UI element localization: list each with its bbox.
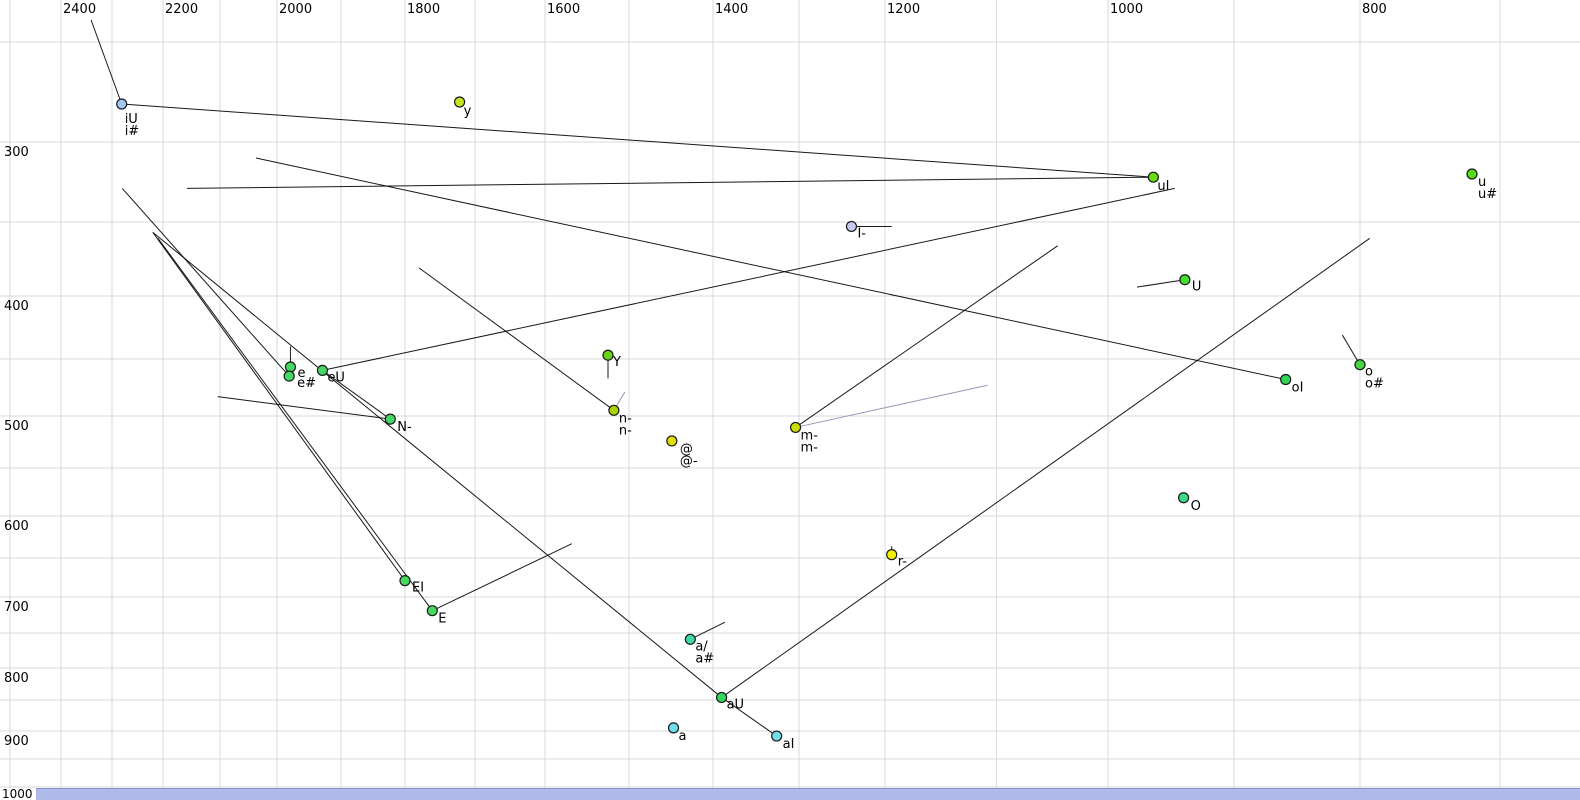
data-point-a/[interactable] <box>684 633 696 645</box>
x-axis-tick-800: 800 <box>1362 2 1387 17</box>
point-label-o-1: o# <box>1365 377 1384 392</box>
x-axis-tick-2200: 2200 <box>165 2 198 17</box>
point-label-eU-0: eU <box>327 370 345 385</box>
y-axis-tick-400: 400 <box>4 299 29 314</box>
data-point-r-[interactable] <box>886 549 898 561</box>
point-label-aI-0: aI <box>783 737 795 752</box>
point-label-oI-0: oI <box>1292 381 1304 396</box>
point-label-u-0: u <box>1478 175 1486 190</box>
y-axis-tick-600: 600 <box>4 519 29 534</box>
point-label-O-0: O <box>1191 499 1201 514</box>
data-point-o[interactable] <box>1354 359 1366 371</box>
segment-fan-to-EI <box>152 232 406 581</box>
x-axis-tick-1200: 1200 <box>887 2 920 17</box>
data-point-eU[interactable] <box>316 364 329 376</box>
point-label-o-0: o <box>1365 365 1373 380</box>
data-point-e#[interactable] <box>283 370 295 382</box>
point-label-n--1: n- <box>619 423 632 438</box>
data-point-oI[interactable] <box>1280 373 1292 386</box>
point-label-n--0: n- <box>619 411 632 426</box>
point-label-@-1: @- <box>680 454 698 469</box>
point-label-y-0: y <box>464 104 472 119</box>
x-axis-tick-1600: 1600 <box>547 2 580 17</box>
y-axis-label-1000: 1000 <box>2 787 33 800</box>
segment-aU-ascending <box>721 237 1371 698</box>
data-point-@[interactable] <box>666 435 678 447</box>
point-label-@-0: @ <box>680 442 693 457</box>
segment-flat-to-uI <box>186 176 1154 189</box>
point-label-iU-1: i# <box>125 124 140 139</box>
x-axis-tick-1800: 1800 <box>407 2 440 17</box>
segment-iU-to-uI <box>121 103 1154 178</box>
data-point-a[interactable] <box>667 722 680 734</box>
segment-o-tail <box>1341 334 1361 365</box>
data-point-uI[interactable] <box>1147 171 1159 183</box>
y-axis-tick-800: 800 <box>4 671 29 686</box>
segment-m--line-steep <box>795 245 1059 428</box>
data-point-u[interactable] <box>1466 168 1478 180</box>
data-point-y[interactable] <box>454 96 466 108</box>
data-point-I-[interactable] <box>845 220 858 233</box>
data-point-aI[interactable] <box>771 730 783 742</box>
x-axis-tick-2000: 2000 <box>279 2 312 17</box>
segment-eU-ascending <box>322 187 1175 371</box>
segment-eU-to-N- <box>322 369 391 420</box>
point-label-m--1: m- <box>801 440 819 455</box>
y-axis-tick-900: 900 <box>4 734 29 749</box>
point-label-E-0: E <box>438 612 446 627</box>
point-label-U-0: U <box>1192 280 1202 295</box>
data-point-O[interactable] <box>1177 492 1190 504</box>
segment-E-ascending <box>432 543 573 612</box>
y-axis-tick-300: 300 <box>4 145 29 160</box>
data-point-iU[interactable] <box>116 98 128 110</box>
point-label-a/-0: a/ <box>695 639 708 654</box>
point-label-Y-0: Y <box>612 355 621 370</box>
point-label-m--0: m- <box>801 428 819 443</box>
data-point-EI[interactable] <box>399 575 411 587</box>
data-point-e[interactable] <box>284 361 297 373</box>
data-point-E[interactable] <box>426 605 438 617</box>
data-point-m-[interactable] <box>789 421 802 434</box>
data-point-N-[interactable] <box>384 413 396 425</box>
point-label-u-1: u# <box>1478 187 1497 202</box>
data-point-n-[interactable] <box>608 404 620 416</box>
segment-shallow-to-N- <box>217 396 391 420</box>
x-axis-tick-2400: 2400 <box>63 2 96 17</box>
point-label-I--0: I- <box>857 226 866 241</box>
y-axis-tick-500: 500 <box>4 419 29 434</box>
segment-a/-tail <box>690 621 726 640</box>
point-label-a/-1: a# <box>695 651 714 666</box>
x-axis-tick-1400: 1400 <box>715 2 748 17</box>
segment-aU-to-aI <box>721 697 777 737</box>
point-label-uI-0: uI <box>1157 179 1169 194</box>
segment-fan-to-E <box>157 237 433 611</box>
segment-long-to-oI <box>255 157 1286 381</box>
point-label-e-0: e <box>297 366 305 381</box>
segment-U-tail <box>1136 279 1185 288</box>
segment-to-n- <box>418 267 615 411</box>
segment-fan-to-aU <box>152 231 722 698</box>
point-label-a-0: a <box>679 729 687 744</box>
point-label-EI-0: EI <box>412 581 424 596</box>
data-point-aU[interactable] <box>715 691 728 704</box>
point-label-r--0: r- <box>898 555 908 570</box>
point-label-N--0: N- <box>397 420 412 435</box>
data-point-Y[interactable] <box>602 349 614 361</box>
point-label-iU-0: iU <box>125 112 138 127</box>
data-point-U[interactable] <box>1179 274 1191 286</box>
segment-fan-to-e# <box>121 188 290 377</box>
point-label-aU-0: aU <box>727 697 744 712</box>
selection-scrollbar[interactable] <box>36 788 1580 800</box>
x-axis-tick-1000: 1000 <box>1110 2 1143 17</box>
segment-iU-tail <box>90 19 123 105</box>
point-label-e#-0: e# <box>297 376 316 391</box>
segment-m--line-shallow <box>795 384 988 428</box>
y-axis-tick-700: 700 <box>4 600 29 615</box>
